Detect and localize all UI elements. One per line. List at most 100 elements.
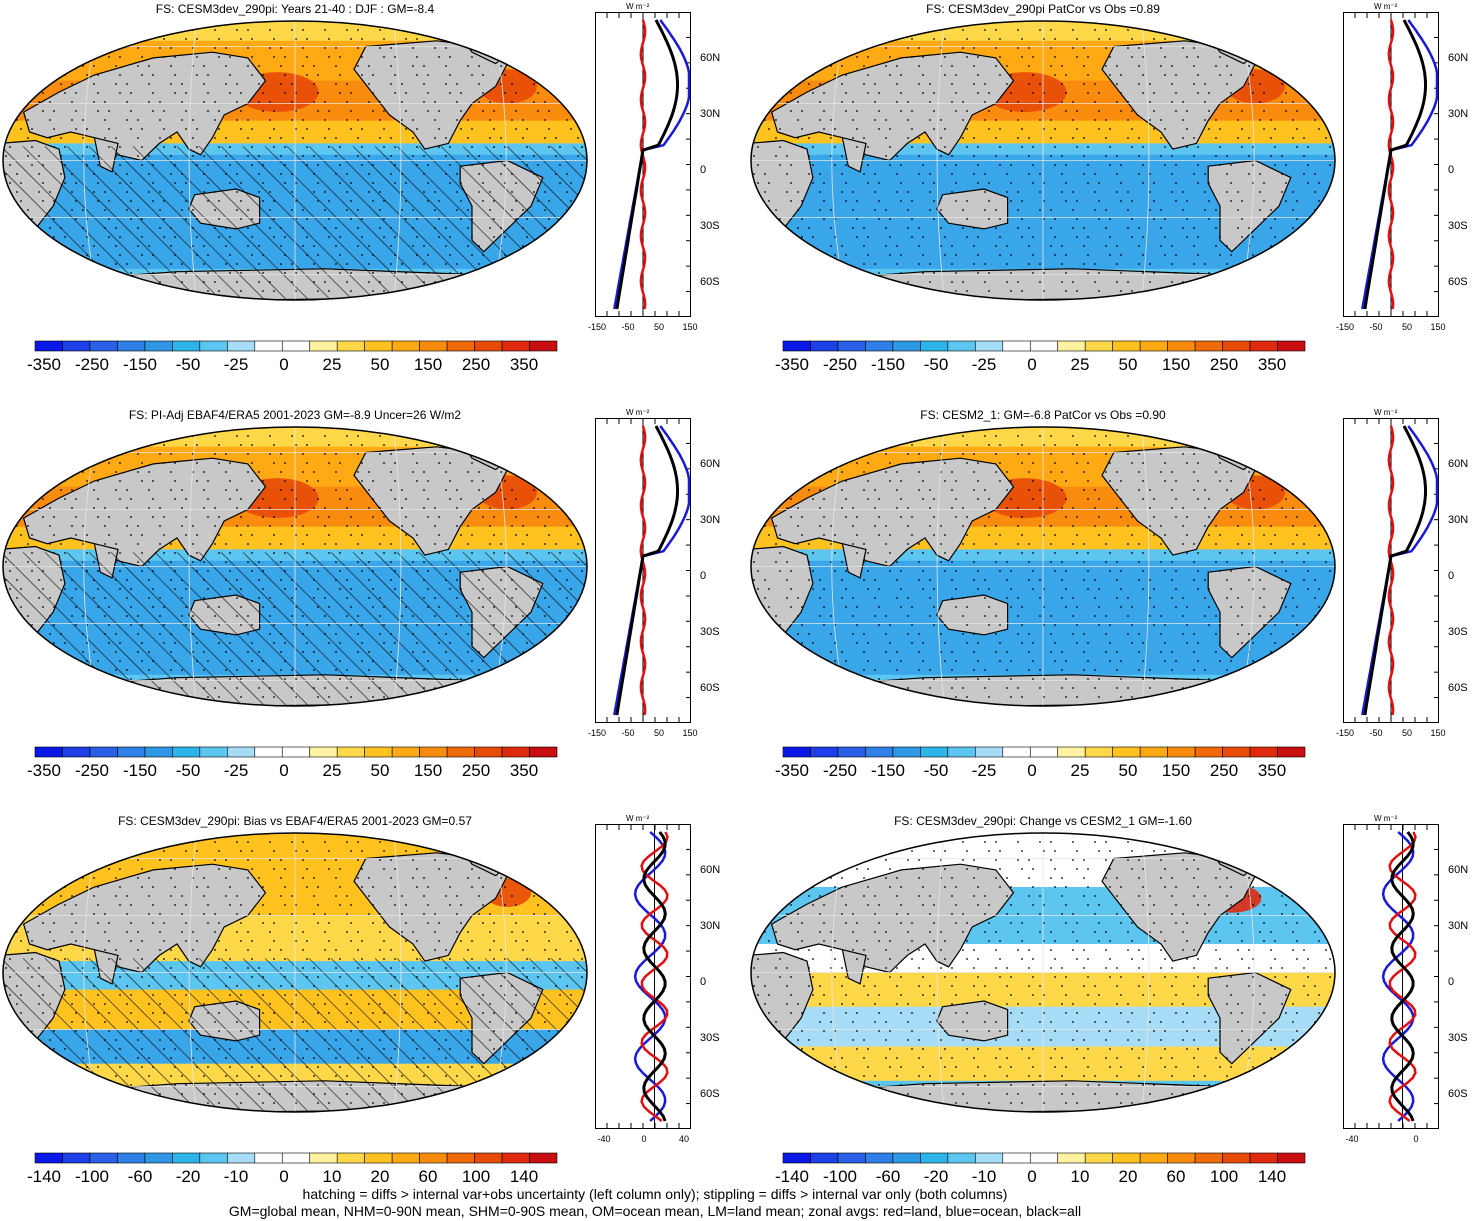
colorbar-swatch xyxy=(1277,1152,1306,1164)
colorbar-swatch xyxy=(144,1152,173,1164)
latitude-label: 0 xyxy=(700,976,707,988)
zonal-x-tick: 0 xyxy=(641,1134,647,1144)
zonal-x-tick: -50 xyxy=(621,322,635,332)
colorbar-swatch xyxy=(501,746,530,758)
colorbar-label: -140 xyxy=(774,1167,810,1186)
graticule xyxy=(3,427,587,706)
colorbar-swatch xyxy=(892,746,921,758)
map-border xyxy=(2,832,588,1113)
panel-6: FS: CESM3dev_290pi: Change vs CESM2_1 GM… xyxy=(748,812,1483,1217)
latitude-label: 30N xyxy=(1448,920,1469,932)
zonal-mean-plot xyxy=(1343,12,1439,317)
colorbar-label: -150 xyxy=(870,355,906,374)
colorbar-label: 20 xyxy=(1118,1167,1138,1186)
colorbar-swatch xyxy=(1222,746,1251,758)
panel-5: FS: CESM3dev_290pi: Bias vs EBAF4/ERA5 2… xyxy=(0,812,740,1217)
map-border xyxy=(750,832,1336,1113)
all-zonal-line xyxy=(1363,19,1427,310)
zonal-x-tick: 150 xyxy=(682,322,698,332)
colorbar-label: -100 xyxy=(74,1167,110,1186)
colorbar-swatch xyxy=(947,746,976,758)
colorbar-swatch xyxy=(920,746,949,758)
colorbar-label: -250 xyxy=(74,355,110,374)
colorbar-swatch xyxy=(391,746,420,758)
latitude-label: 30S xyxy=(1448,626,1468,638)
zonal-unit-label: W m⁻² xyxy=(626,408,650,417)
colorbar-label: 100 xyxy=(1209,1167,1239,1186)
colorbar-label: 250 xyxy=(1209,355,1239,374)
colorbar-swatch xyxy=(34,746,63,758)
land-mass xyxy=(936,188,1009,230)
land-zonal-line xyxy=(1388,831,1417,1122)
colorbar-swatch xyxy=(782,746,811,758)
latitude-label: 30N xyxy=(1448,514,1469,526)
colorbar-swatch xyxy=(947,1152,976,1164)
colorbar-swatch xyxy=(837,1152,866,1164)
colorbar-label: -250 xyxy=(74,761,110,780)
land-mass xyxy=(93,542,119,579)
colorbar-swatch xyxy=(1112,1152,1141,1164)
colorbar-swatch xyxy=(419,746,448,758)
zonal-x-tick: 50 xyxy=(1401,728,1413,738)
zonal-x-tick: -150 xyxy=(587,728,607,738)
colorbar-label: 350 xyxy=(1257,761,1287,780)
colorbar-swatch xyxy=(501,340,530,352)
colorbar-label: 140 xyxy=(1257,1167,1287,1186)
zonal-mean-plot xyxy=(595,824,691,1129)
colorbar-label: 10 xyxy=(322,1167,342,1186)
colorbar-swatch xyxy=(446,746,475,758)
latitude-label: 60N xyxy=(1448,864,1469,876)
all-zonal-line xyxy=(1363,425,1427,716)
colorbar-swatch xyxy=(254,340,283,352)
latitude-label: 60S xyxy=(700,682,720,694)
latitude-label: 60N xyxy=(700,864,721,876)
colorbar-swatch xyxy=(501,1152,530,1164)
latitude-label: 60N xyxy=(1448,52,1469,64)
zonal-mean-plot xyxy=(1343,418,1439,723)
colorbar-swatch xyxy=(865,746,894,758)
colorbar-label: 350 xyxy=(509,355,539,374)
zonal-x-tick: 40 xyxy=(678,1134,690,1144)
colorbar-label: 0 xyxy=(279,761,289,780)
colorbar-label: -250 xyxy=(822,761,858,780)
colorbar-swatch xyxy=(254,746,283,758)
colorbar-label: -150 xyxy=(870,761,906,780)
colorbar-swatch xyxy=(975,746,1004,758)
zonal-x-tick: 150 xyxy=(1430,322,1446,332)
colorbar-swatch xyxy=(227,340,256,352)
colorbar-label: 50 xyxy=(370,761,390,780)
zonal-unit-label: W m⁻² xyxy=(626,2,650,11)
colorbar-swatch xyxy=(1249,746,1278,758)
colorbar-swatch xyxy=(281,340,311,352)
colorbar xyxy=(782,1152,1306,1164)
colorbar-swatch xyxy=(62,746,91,758)
colorbar-swatch xyxy=(391,340,420,352)
colorbar-swatch xyxy=(172,340,201,352)
colorbar-swatch xyxy=(199,340,228,352)
zonal-x-tick: 50 xyxy=(653,728,665,738)
colorbar-label: 50 xyxy=(1118,355,1138,374)
colorbar-swatch xyxy=(782,1152,811,1164)
zonal-x-tick: 50 xyxy=(1401,322,1413,332)
latitude-label: 0 xyxy=(1448,164,1455,176)
colorbar-label: -50 xyxy=(923,355,949,374)
colorbar-label: -25 xyxy=(971,761,997,780)
graticule xyxy=(751,427,1335,706)
colorbar-label: -350 xyxy=(26,761,62,780)
colorbar-label: 25 xyxy=(1070,761,1090,780)
colorbar-swatch xyxy=(1112,340,1141,352)
latitude-label: 30S xyxy=(700,626,720,638)
land-zonal-line xyxy=(1387,19,1395,310)
colorbar-swatch xyxy=(865,340,894,352)
colorbar-swatch xyxy=(254,1152,283,1164)
colorbar-label: -25 xyxy=(971,355,997,374)
colorbar-swatch xyxy=(1277,340,1306,352)
colorbar-swatch xyxy=(281,1152,311,1164)
zonal-x-tick: -150 xyxy=(1335,322,1355,332)
colorbar-swatch xyxy=(364,1152,393,1164)
graticule xyxy=(751,21,1335,300)
world-map xyxy=(750,426,1336,707)
land-zonal-line xyxy=(639,19,647,310)
colorbar-label: -50 xyxy=(175,761,201,780)
colorbar-label: 150 xyxy=(413,355,443,374)
